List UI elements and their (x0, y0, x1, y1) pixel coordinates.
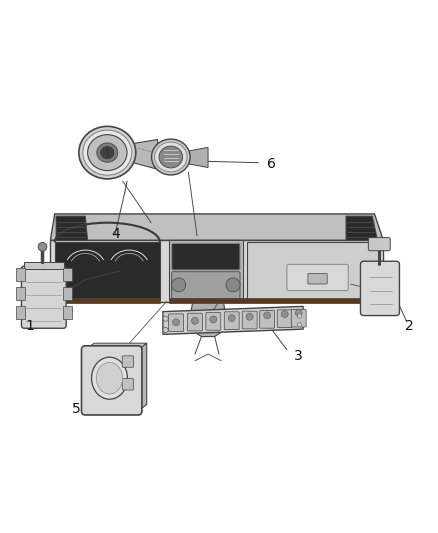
Polygon shape (131, 140, 158, 169)
FancyBboxPatch shape (55, 298, 160, 303)
Circle shape (297, 322, 302, 327)
Text: 2: 2 (405, 319, 414, 333)
Polygon shape (24, 262, 64, 269)
Text: 6: 6 (267, 157, 276, 171)
FancyBboxPatch shape (21, 266, 66, 328)
Ellipse shape (101, 147, 114, 159)
FancyBboxPatch shape (224, 312, 239, 329)
Polygon shape (55, 243, 160, 300)
Circle shape (281, 311, 288, 318)
Polygon shape (169, 240, 243, 300)
FancyBboxPatch shape (287, 264, 348, 290)
FancyBboxPatch shape (308, 273, 327, 284)
Text: 3: 3 (293, 349, 302, 364)
FancyBboxPatch shape (368, 238, 390, 251)
Ellipse shape (79, 126, 136, 179)
Circle shape (38, 243, 47, 251)
FancyBboxPatch shape (172, 272, 240, 298)
Text: 5: 5 (72, 402, 81, 416)
Ellipse shape (92, 357, 127, 399)
Circle shape (172, 278, 186, 292)
Polygon shape (56, 216, 88, 240)
FancyBboxPatch shape (169, 314, 184, 332)
Circle shape (246, 313, 253, 320)
FancyBboxPatch shape (63, 268, 72, 281)
FancyBboxPatch shape (16, 287, 25, 300)
Circle shape (210, 316, 217, 323)
FancyBboxPatch shape (169, 298, 379, 303)
Circle shape (264, 312, 271, 319)
FancyBboxPatch shape (16, 268, 25, 281)
FancyBboxPatch shape (260, 311, 275, 328)
Circle shape (163, 327, 168, 333)
FancyBboxPatch shape (63, 287, 72, 300)
Polygon shape (50, 240, 383, 302)
Circle shape (228, 314, 235, 321)
FancyBboxPatch shape (242, 311, 257, 329)
FancyBboxPatch shape (172, 243, 240, 270)
FancyBboxPatch shape (122, 378, 134, 390)
Polygon shape (138, 343, 147, 411)
Circle shape (173, 319, 180, 326)
Circle shape (163, 316, 168, 321)
FancyBboxPatch shape (16, 306, 25, 319)
FancyBboxPatch shape (122, 356, 134, 367)
Ellipse shape (88, 135, 127, 171)
Circle shape (191, 317, 198, 325)
Ellipse shape (152, 139, 190, 175)
FancyBboxPatch shape (360, 261, 399, 316)
Circle shape (295, 310, 302, 317)
Ellipse shape (155, 142, 187, 172)
Polygon shape (346, 216, 378, 240)
Circle shape (297, 314, 302, 318)
FancyBboxPatch shape (277, 310, 292, 328)
FancyBboxPatch shape (63, 306, 72, 319)
Text: 4: 4 (112, 227, 120, 241)
Ellipse shape (96, 362, 123, 394)
Ellipse shape (159, 146, 183, 168)
Ellipse shape (83, 130, 132, 175)
Circle shape (226, 278, 240, 292)
FancyBboxPatch shape (187, 313, 202, 331)
Polygon shape (247, 243, 379, 300)
Text: 1: 1 (25, 319, 34, 333)
Polygon shape (188, 302, 228, 336)
FancyBboxPatch shape (291, 309, 306, 327)
Polygon shape (189, 147, 208, 167)
Polygon shape (163, 306, 303, 334)
FancyBboxPatch shape (206, 312, 221, 330)
FancyBboxPatch shape (81, 346, 142, 415)
Ellipse shape (97, 143, 118, 162)
Polygon shape (85, 343, 147, 350)
Polygon shape (50, 214, 383, 240)
